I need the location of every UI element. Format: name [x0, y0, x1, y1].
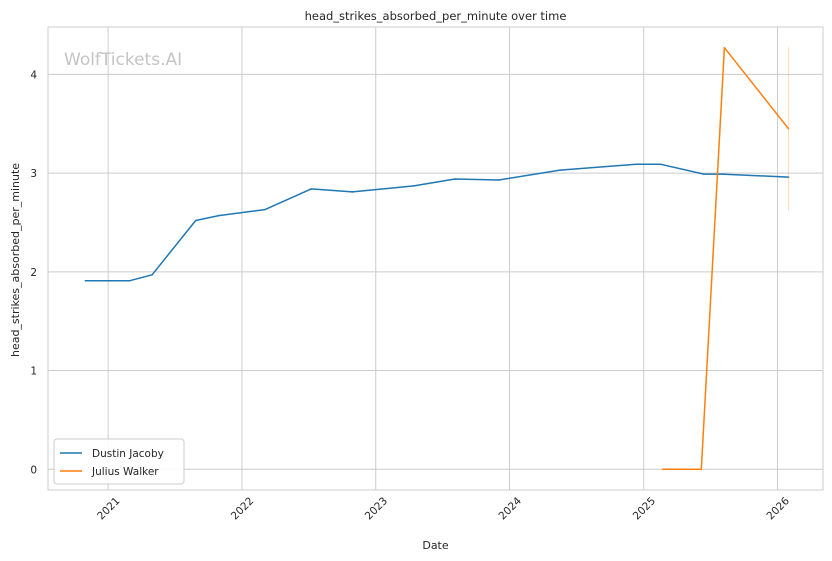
- x-tick-label: 2024: [497, 495, 525, 523]
- y-axis-label: head_strikes_absorbed_per_minute: [9, 163, 22, 357]
- x-axis-label: Date: [422, 539, 449, 552]
- y-tick-label: 1: [30, 366, 37, 378]
- data-point: [497, 179, 500, 181]
- data-point: [700, 468, 703, 471]
- data-point: [703, 173, 705, 175]
- data-point: [351, 191, 354, 193]
- data-point: [129, 279, 131, 282]
- data-point: [787, 127, 790, 130]
- y-tick-label: 4: [30, 69, 37, 81]
- data-point: [636, 163, 638, 165]
- x-tick-label: 2026: [765, 495, 793, 523]
- data-point: [310, 188, 313, 190]
- data-point: [454, 178, 456, 180]
- data-point: [659, 163, 661, 165]
- data-point: [723, 46, 726, 49]
- plot-frame: [47, 26, 824, 491]
- x-tick-label: 2025: [631, 495, 658, 522]
- data-point: [413, 185, 415, 187]
- y-tick-label: 3: [30, 168, 37, 180]
- plot-background: [48, 27, 823, 490]
- data-point: [721, 173, 723, 175]
- data-point: [662, 468, 664, 471]
- legend-label: Dustin Jacoby: [92, 448, 164, 460]
- watermark: WolfTickets.AI: [64, 50, 182, 70]
- data-series: [84, 46, 790, 471]
- y-tick-label: 2: [30, 267, 37, 279]
- y-tick-label: 0: [30, 464, 37, 476]
- x-tick-label: 2021: [95, 495, 122, 522]
- x-tick-label: 2022: [229, 495, 256, 522]
- data-point: [787, 176, 790, 178]
- data-point: [194, 219, 197, 222]
- data-point: [84, 279, 87, 282]
- legend-box: [53, 438, 185, 485]
- data-point: [151, 274, 153, 276]
- x-tick-label: 2023: [363, 495, 390, 522]
- legend-label: Julius Walker: [91, 466, 159, 478]
- series-line-1: [662, 46, 790, 471]
- data-point: [218, 214, 220, 217]
- data-point: [264, 208, 266, 211]
- legend: Dustin Jacoby Julius Walker: [53, 438, 185, 485]
- data-point: [559, 169, 561, 171]
- chart-title: head_strikes_absorbed_per_minute over ti…: [305, 9, 567, 23]
